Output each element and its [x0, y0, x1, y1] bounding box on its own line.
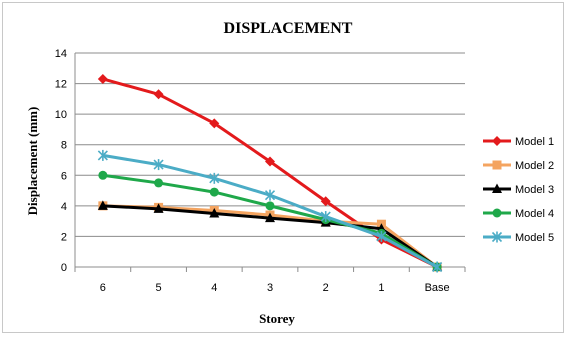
legend-swatch-marker — [492, 208, 502, 218]
data-point — [320, 196, 331, 207]
legend-item: Model 3 — [483, 183, 554, 196]
data-point — [97, 149, 108, 161]
x-tick-label: Base — [425, 282, 450, 294]
data-point — [153, 89, 164, 100]
x-tick-label: 2 — [323, 282, 329, 294]
x-tick-label: 4 — [211, 282, 217, 294]
data-point — [209, 187, 219, 197]
data-point — [432, 261, 443, 273]
legend-swatch-marker — [492, 136, 502, 146]
data-point — [153, 203, 164, 213]
data-point — [320, 211, 331, 223]
data-point — [97, 200, 108, 210]
x-tick-label: 6 — [100, 282, 106, 294]
data-point — [209, 208, 220, 218]
y-tick-label: 0 — [61, 262, 67, 274]
axes: 0 2 4 6 8 10 12 14 6 5 4 3 2 1 Base — [55, 48, 466, 294]
series-5 — [97, 149, 443, 273]
y-axis-label: Displacement (mm) — [25, 107, 40, 216]
y-tick-label: 2 — [61, 231, 67, 243]
y-tick-label: 10 — [55, 109, 67, 121]
data-point — [98, 170, 108, 180]
x-tick-label: 1 — [378, 282, 384, 294]
data-point — [264, 189, 276, 201]
data-point — [376, 230, 387, 242]
y-tick-label: 4 — [61, 201, 67, 213]
data-point — [153, 159, 164, 171]
data-point — [265, 201, 275, 211]
legend-swatch-marker — [492, 183, 502, 193]
y-tick-label: 14 — [55, 48, 67, 60]
legend-swatch-marker — [491, 231, 503, 243]
legend-label: Model 4 — [515, 208, 554, 220]
x-tick-label: 3 — [267, 282, 273, 294]
legend-swatch-marker — [492, 160, 502, 170]
data-point — [209, 118, 220, 129]
legend-item: Model 4 — [483, 208, 554, 220]
legend-label: Model 1 — [515, 136, 554, 148]
chart-title: DISPLACEMENT — [224, 20, 353, 37]
y-tick-label: 6 — [61, 170, 67, 182]
data-point — [97, 73, 108, 84]
data-point — [209, 172, 220, 184]
legend: Model 1 Model 2 Model 3 Model 4 Model 5 — [483, 136, 554, 244]
x-axis-label: Storey — [259, 311, 295, 326]
data-point — [265, 212, 275, 223]
y-tick-label: 12 — [55, 79, 67, 91]
legend-label: Model 2 — [515, 160, 554, 172]
legend-label: Model 5 — [515, 232, 554, 244]
y-tick-label: 8 — [61, 140, 67, 152]
legend-label: Model 3 — [515, 184, 554, 196]
x-tick-label: 5 — [156, 282, 162, 294]
data-point — [154, 178, 164, 188]
series-group — [97, 73, 443, 273]
chart-frame — [2, 2, 564, 333]
legend-item: Model 1 — [483, 136, 554, 148]
data-point — [265, 156, 275, 167]
legend-item: Model 5 — [483, 231, 554, 244]
legend-item: Model 2 — [483, 160, 554, 172]
